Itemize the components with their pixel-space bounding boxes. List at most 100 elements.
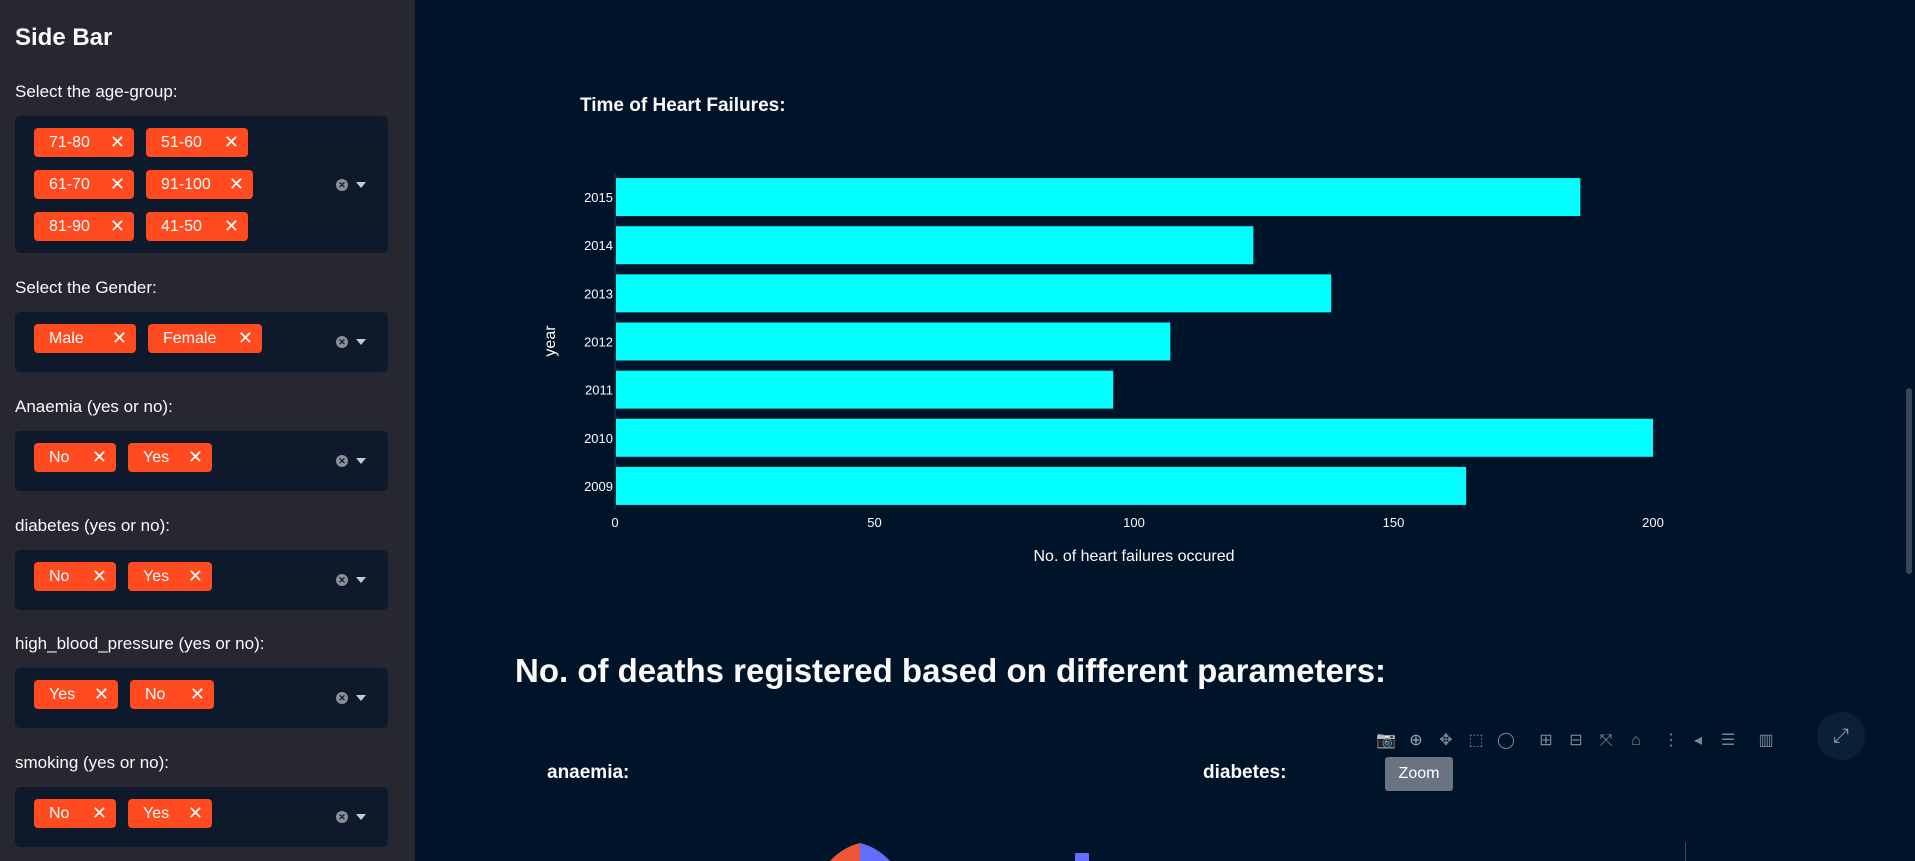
y-tick-label: 2015 <box>584 190 613 205</box>
remove-tag-icon[interactable]: ✕ <box>189 684 205 704</box>
zoom-in-icon[interactable]: ⊞ <box>1539 732 1553 749</box>
tag-label: No <box>49 568 70 585</box>
y-tick-label: 2011 <box>585 383 613 398</box>
chevron-down-icon[interactable] <box>356 695 366 701</box>
fullscreen-icon[interactable]: ⤢ <box>1817 712 1865 760</box>
chevron-down-icon[interactable] <box>356 181 366 188</box>
selected-tag: 41-50 ✕ <box>146 212 248 241</box>
pan-icon[interactable]: ✥ <box>1439 732 1453 749</box>
tag-label: 91-100 <box>161 176 211 193</box>
selected-tag: 61-70 ✕ <box>34 170 134 199</box>
tag-label: 71-80 <box>49 134 90 151</box>
bar <box>616 274 1332 313</box>
clear-all-icon[interactable]: ✕ <box>336 178 348 191</box>
multiselect-box[interactable]: No ✕ Yes ✕ ✕ <box>15 431 388 491</box>
bar <box>616 226 1254 265</box>
chevron-down-icon[interactable] <box>356 814 366 820</box>
selected-tag: Yes ✕ <box>34 680 118 709</box>
x-axis-label: No. of heart failures occured <box>1034 548 1235 565</box>
selected-tag: Male ✕ <box>34 324 136 353</box>
sidebar: Side Bar Select the age-group: 71-80 ✕ 51-6… <box>0 0 415 861</box>
remove-tag-icon[interactable]: ✕ <box>187 803 203 823</box>
remove-tag-icon[interactable]: ✕ <box>91 803 107 823</box>
tag-label: Yes <box>49 686 76 703</box>
multiselect-box[interactable]: No ✕ Yes ✕ ✕ <box>15 550 388 610</box>
multiselect-box[interactable]: No ✕ Yes ✕ ✕ <box>15 787 388 847</box>
clear-all-icon[interactable]: ✕ <box>336 574 348 586</box>
remove-tag-icon[interactable]: ✕ <box>109 174 125 194</box>
filter-label: high_blood_pressure (yes or no): <box>15 634 265 653</box>
remove-tag-icon[interactable]: ✕ <box>109 132 125 152</box>
spike-lines-icon[interactable]: ⋮ <box>1663 732 1679 749</box>
remove-tag-icon[interactable]: ✕ <box>223 216 239 236</box>
clear-all-icon[interactable]: ✕ <box>336 336 348 348</box>
anaemia-pie-chart <box>830 843 890 861</box>
tag-label: 41-50 <box>161 218 202 235</box>
remove-tag-icon[interactable]: ✕ <box>91 447 107 467</box>
selected-tag: Female ✕ <box>148 324 262 353</box>
main-area: Time of Heart Failures: 2009 2010 2011 2012 2… <box>415 0 1915 861</box>
remove-tag-icon[interactable]: ✕ <box>187 566 203 586</box>
selected-tag: No ✕ <box>34 443 116 472</box>
pie-slice-a <box>830 843 860 861</box>
section-title: No. of deaths registered based on differ… <box>515 652 1387 689</box>
hover-closest-icon[interactable]: ◂ <box>1693 732 1703 749</box>
selected-tag: 51-60 ✕ <box>146 128 248 157</box>
clear-all-icon[interactable]: ✕ <box>336 811 348 823</box>
zoom-icon[interactable]: ⊕ <box>1409 732 1423 749</box>
multiselect-box[interactable]: Male ✕ Female ✕ ✕ <box>15 312 388 372</box>
selected-tag: Yes ✕ <box>128 562 212 591</box>
box-select-icon[interactable]: ⬚ <box>1468 732 1484 749</box>
remove-tag-icon[interactable]: ✕ <box>93 684 109 704</box>
y-axis-label: year <box>542 325 559 357</box>
tag-label: 81-90 <box>49 218 90 235</box>
x-tick-label: 0 <box>611 515 618 530</box>
autoscale-icon[interactable]: ⤧ <box>1599 732 1613 749</box>
tag-label: Male <box>49 330 84 347</box>
multiselect-box[interactable]: 71-80 ✕ 51-60 ✕ 61-70 ✕ 91-100 ✕ 81-90 ✕ 41-50 ✕ ✕ <box>15 116 388 253</box>
selected-tag: Yes ✕ <box>128 443 212 472</box>
hover-compare-icon[interactable]: ☰ <box>1720 732 1736 749</box>
remove-tag-icon[interactable]: ✕ <box>237 328 253 348</box>
y-tick-label: 2013 <box>584 286 613 301</box>
lasso-select-icon[interactable]: ◯ <box>1497 732 1515 749</box>
chevron-down-icon[interactable] <box>356 339 366 345</box>
selected-tag: 91-100 ✕ <box>146 170 253 199</box>
remove-tag-icon[interactable]: ✕ <box>223 132 239 152</box>
clear-all-icon[interactable]: ✕ <box>336 692 348 704</box>
plotly-logo-icon[interactable]: ▥ <box>1758 732 1774 749</box>
multiselect-box[interactable]: Yes ✕ No ✕ ✕ <box>15 668 388 728</box>
tag-label: Yes <box>143 805 170 822</box>
remove-tag-icon[interactable]: ✕ <box>109 216 125 236</box>
filter-label: smoking (yes or no): <box>15 753 169 772</box>
clear-all-icon[interactable]: ✕ <box>336 455 348 467</box>
reset-axes-icon[interactable]: ⌂ <box>1631 732 1641 749</box>
diabetes-chart-title: diabetes: <box>1203 762 1287 783</box>
tag-label: No <box>49 805 70 822</box>
selected-tag: No ✕ <box>34 799 116 828</box>
chevron-down-icon[interactable] <box>356 458 366 464</box>
y-tick-label: 2009 <box>584 479 613 494</box>
selected-tag: Yes ✕ <box>128 799 212 828</box>
camera-icon[interactable]: 📷 <box>1376 732 1396 749</box>
tag-label: 51-60 <box>161 134 202 151</box>
bar <box>616 466 1467 505</box>
bar <box>616 370 1114 409</box>
divider-line <box>1685 842 1686 861</box>
y-tick-label: 2014 <box>584 238 613 253</box>
x-tick-label: 200 <box>1642 515 1664 530</box>
heart-failures-chart: Time of Heart Failures: 2009 2010 2011 2012 2… <box>542 95 1664 565</box>
y-tick-label: 2010 <box>584 431 613 446</box>
anaemia-chart-title: anaemia: <box>547 762 630 783</box>
sidebar-title: Side Bar <box>15 24 113 51</box>
filter-label: Select the age-group: <box>15 82 178 101</box>
page-scrollbar[interactable] <box>1906 388 1912 574</box>
zoom-out-icon[interactable]: ⊟ <box>1569 732 1583 749</box>
remove-tag-icon[interactable]: ✕ <box>187 447 203 467</box>
chevron-down-icon[interactable] <box>356 577 366 583</box>
remove-tag-icon[interactable]: ✕ <box>228 174 244 194</box>
remove-tag-icon[interactable]: ✕ <box>111 328 127 348</box>
x-tick-label: 150 <box>1383 515 1405 530</box>
x-tick-label: 50 <box>867 515 881 530</box>
remove-tag-icon[interactable]: ✕ <box>91 566 107 586</box>
